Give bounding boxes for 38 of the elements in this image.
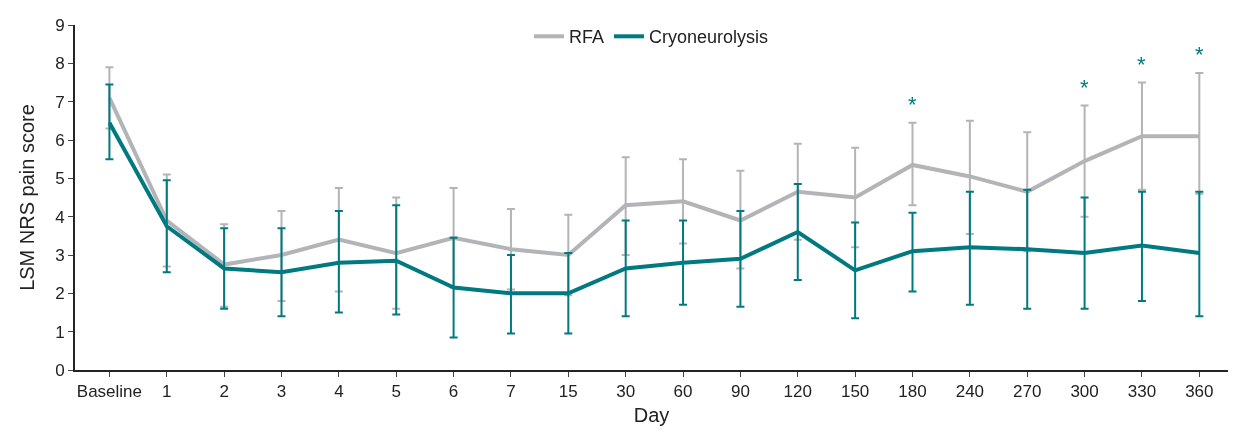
y-tick-label: 4 <box>55 207 65 227</box>
x-tick-label: 120 <box>783 382 812 402</box>
y-tick-label: 1 <box>55 322 65 342</box>
x-tick-label: 4 <box>334 382 344 402</box>
y-tick-label: 6 <box>55 130 65 150</box>
x-tick-label: 60 <box>673 382 693 402</box>
y-tick-label: 5 <box>55 169 65 189</box>
y-tick-label: 2 <box>55 284 65 304</box>
data-label: * <box>1080 75 1089 100</box>
x-tick-label: 5 <box>391 382 401 402</box>
x-tick-label: 330 <box>1127 382 1157 402</box>
x-axis-title: Day <box>633 404 670 427</box>
x-tick-label: 240 <box>955 382 985 402</box>
legend-label: RFA <box>569 27 605 48</box>
x-tick-label: 270 <box>1013 382 1042 402</box>
y-tick-label: 7 <box>55 92 65 112</box>
x-tick-label: 6 <box>448 382 459 402</box>
x-tick-label: 180 <box>898 382 927 402</box>
y-tick-label: 3 <box>55 245 65 265</box>
data-label: * <box>1195 42 1204 67</box>
y-tick-label: 0 <box>55 360 65 380</box>
data-label: * <box>1137 52 1146 77</box>
x-tick-label: 300 <box>1070 382 1099 402</box>
x-tick-label: 15 <box>558 382 578 402</box>
legend-label: Cryoneurolysis <box>649 27 769 48</box>
x-tick-label: 150 <box>840 382 870 402</box>
x-tick-label: Baseline <box>76 382 143 402</box>
x-tick-label: 90 <box>730 382 750 402</box>
data-label: * <box>908 92 917 117</box>
y-axis-title: LSM NRS pain score <box>16 104 39 291</box>
y-tick-label: 8 <box>55 54 65 74</box>
y-tick-label: 9 <box>55 15 65 35</box>
x-tick-label: 1 <box>162 382 172 402</box>
x-tick-label: 3 <box>276 382 287 402</box>
x-tick-label: 360 <box>1185 382 1214 402</box>
x-tick-label: 7 <box>506 382 516 402</box>
x-tick-label: 2 <box>219 382 229 402</box>
x-tick-label: 30 <box>616 382 636 402</box>
